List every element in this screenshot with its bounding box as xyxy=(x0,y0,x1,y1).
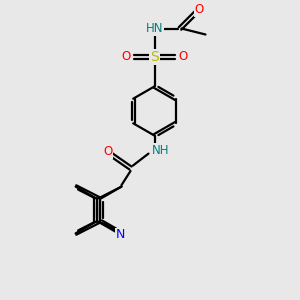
Text: O: O xyxy=(103,145,112,158)
Text: S: S xyxy=(150,50,159,64)
Text: NH: NH xyxy=(152,143,170,157)
Text: O: O xyxy=(194,3,203,16)
Text: HN: HN xyxy=(146,22,163,35)
Text: O: O xyxy=(178,50,188,64)
Text: N: N xyxy=(115,228,125,242)
Text: O: O xyxy=(122,50,130,64)
